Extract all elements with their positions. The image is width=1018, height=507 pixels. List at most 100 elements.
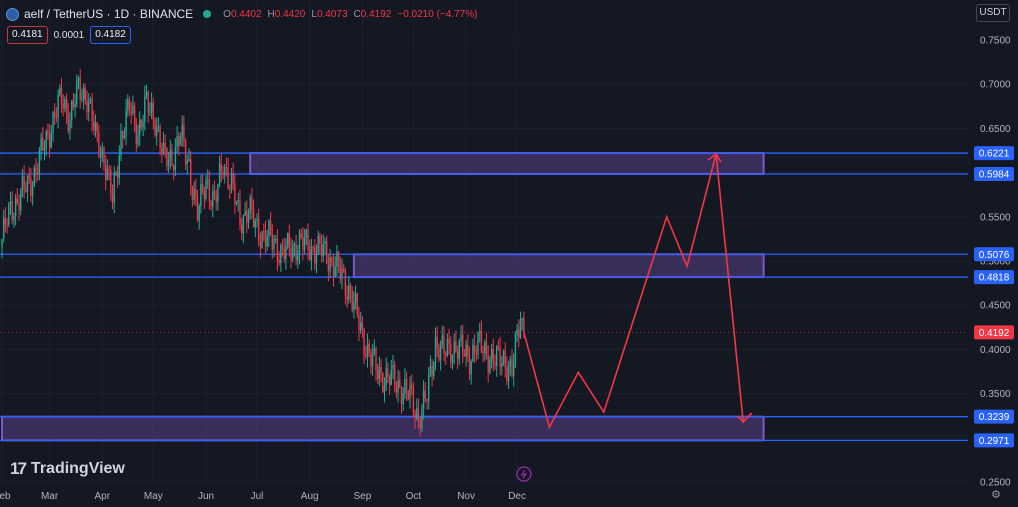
candle-body: [438, 348, 440, 360]
symbol-title[interactable]: aelf / TetherUS · 1D · BINANCE: [24, 7, 194, 21]
candle-body: [462, 334, 464, 354]
level-price-tag[interactable]: [974, 433, 1014, 448]
candle-body: [21, 175, 24, 191]
last-price-tag: [974, 325, 1014, 340]
supply-demand-zone[interactable]: [249, 152, 765, 176]
candle-body: [122, 130, 124, 139]
candle-body: [256, 219, 258, 221]
trade-bar: 0.4181 0.0001 0.4182: [7, 26, 131, 44]
candle-body: [42, 137, 44, 151]
ohlc-low: L0.4073: [311, 8, 348, 20]
candle-body: [45, 130, 47, 149]
level-price-tag[interactable]: [974, 247, 1014, 262]
settings-gear-icon[interactable]: ⚙: [991, 489, 1001, 501]
candle-body: [513, 363, 515, 376]
level-price-tag[interactable]: [974, 146, 1014, 161]
candle-body: [16, 198, 18, 204]
buy-button[interactable]: 0.4182: [90, 26, 131, 44]
candle-body: [317, 235, 319, 255]
candle-body: [314, 247, 316, 264]
level-price-tag[interactable]: [974, 167, 1014, 182]
supply-demand-zone[interactable]: [1, 415, 765, 442]
y-tick-label: 0.6500: [980, 124, 1011, 135]
candle-body: [64, 99, 66, 109]
candle-body: [368, 343, 370, 354]
candle-body: [361, 322, 364, 330]
candle-body: [434, 336, 437, 363]
candle-body: [354, 293, 357, 302]
candle-body: [25, 188, 27, 192]
candle-body: [310, 246, 313, 261]
candle-body: [35, 167, 37, 173]
arrow-head-up: [707, 152, 722, 163]
candle-body: [196, 195, 199, 221]
candle-body: [353, 301, 355, 310]
candle-body: [67, 113, 69, 132]
candle-body: [409, 384, 411, 400]
x-tick-label: Jun: [198, 491, 214, 502]
candle-body: [40, 137, 42, 151]
currency-button[interactable]: USDT: [976, 4, 1010, 22]
candle-body: [375, 348, 377, 371]
level-price-label: 0.5076: [979, 250, 1010, 261]
candle-body: [516, 329, 518, 335]
price-axis: 0.75000.70000.65000.60000.55000.50000.45…: [974, 36, 1014, 489]
ohlc-high: H0.4420: [267, 8, 306, 20]
candle-body: [521, 318, 523, 321]
candle-body: [395, 386, 398, 393]
candle-body: [11, 201, 13, 221]
candle-body: [327, 263, 330, 272]
projection-arrow-path[interactable]: [523, 153, 753, 430]
candle-body: [222, 171, 224, 176]
candle-body: [312, 246, 314, 248]
candle-body: [38, 150, 41, 175]
candle-body: [33, 167, 35, 187]
candle-body: [305, 230, 307, 238]
candle-body: [346, 295, 348, 300]
candle-body: [28, 175, 30, 179]
candle-body: [390, 369, 392, 386]
candle-body: [207, 179, 209, 181]
candle-body: [258, 219, 260, 241]
candle-body: [348, 285, 350, 300]
candle-body: [470, 361, 472, 375]
candle-body: [145, 91, 148, 97]
tradingview-logo[interactable]: 17 TradingView: [10, 459, 125, 479]
ohlc-close: C0.4192: [353, 8, 392, 20]
level-price-label: 0.4818: [979, 273, 1010, 284]
candle-body: [18, 203, 20, 211]
candle-body: [460, 334, 462, 341]
market-status-icon[interactable]: [203, 10, 212, 18]
candle-body: [426, 399, 428, 401]
candle-body: [86, 100, 88, 112]
level-price-label: 0.5984: [979, 170, 1010, 181]
candle-body: [193, 189, 195, 200]
candle-body: [13, 216, 15, 221]
candle-body: [343, 268, 345, 271]
candle-body: [436, 336, 438, 349]
x-tick-label: Nov: [457, 491, 475, 502]
candle-body: [91, 99, 93, 122]
candle-body: [276, 239, 279, 261]
candle-body: [224, 167, 226, 176]
supply-demand-zone[interactable]: [352, 253, 765, 279]
level-price-tag[interactable]: [974, 270, 1014, 285]
candle-body: [251, 197, 253, 210]
candle-body: [518, 329, 520, 338]
candle-body: [144, 96, 146, 122]
candle-body: [523, 318, 525, 333]
level-price-tag[interactable]: [974, 409, 1014, 424]
event-marker-icon[interactable]: [516, 466, 532, 482]
candle-body: [111, 194, 114, 204]
candle-body: [273, 239, 275, 250]
candle-body: [451, 354, 454, 363]
candle-body: [412, 387, 415, 413]
candle-body: [507, 366, 510, 381]
candle-body: [473, 344, 476, 354]
candle-body: [217, 184, 219, 202]
sell-button[interactable]: 0.4181: [7, 26, 48, 44]
candle-body: [157, 126, 160, 128]
candle-body: [135, 123, 137, 144]
candle-body: [113, 175, 115, 204]
